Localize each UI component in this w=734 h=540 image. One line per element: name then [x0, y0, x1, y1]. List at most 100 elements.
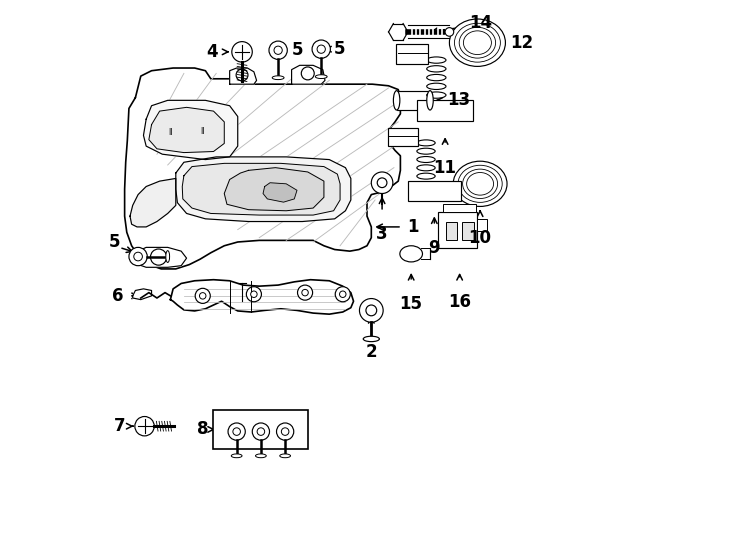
Ellipse shape: [417, 173, 435, 179]
Ellipse shape: [426, 83, 446, 90]
Circle shape: [247, 287, 261, 302]
Text: 6: 6: [112, 287, 123, 305]
Circle shape: [257, 428, 265, 435]
Polygon shape: [149, 107, 225, 153]
Circle shape: [335, 287, 350, 302]
Circle shape: [134, 252, 142, 261]
Ellipse shape: [393, 91, 400, 110]
Text: 16: 16: [448, 293, 471, 311]
Bar: [462, 221, 473, 240]
Circle shape: [302, 289, 308, 296]
Circle shape: [232, 42, 252, 62]
Circle shape: [269, 41, 287, 59]
Ellipse shape: [467, 172, 493, 195]
Circle shape: [274, 46, 283, 55]
Bar: [417, 100, 473, 122]
Bar: [388, 128, 418, 146]
Polygon shape: [170, 280, 354, 314]
Text: 13: 13: [447, 91, 470, 109]
Text: 5: 5: [291, 41, 303, 59]
Ellipse shape: [363, 336, 379, 342]
Ellipse shape: [458, 165, 502, 202]
Circle shape: [195, 288, 210, 303]
Ellipse shape: [417, 157, 435, 163]
Text: 2: 2: [366, 343, 377, 361]
Circle shape: [312, 40, 330, 58]
Ellipse shape: [400, 246, 423, 262]
Polygon shape: [263, 183, 297, 202]
Ellipse shape: [453, 161, 507, 206]
Circle shape: [200, 293, 206, 299]
Circle shape: [236, 69, 248, 81]
Circle shape: [135, 416, 154, 436]
Circle shape: [228, 423, 245, 440]
Text: 1: 1: [407, 218, 419, 236]
Ellipse shape: [426, 91, 433, 110]
Polygon shape: [130, 178, 176, 227]
Circle shape: [129, 247, 148, 266]
Bar: [443, 204, 476, 212]
Ellipse shape: [417, 140, 435, 146]
Polygon shape: [182, 164, 340, 215]
Circle shape: [281, 428, 289, 435]
Circle shape: [301, 67, 314, 80]
Polygon shape: [225, 167, 324, 211]
Polygon shape: [133, 247, 186, 267]
Polygon shape: [176, 157, 351, 221]
Ellipse shape: [454, 23, 501, 62]
Circle shape: [366, 305, 377, 316]
Polygon shape: [291, 65, 325, 84]
Polygon shape: [230, 68, 257, 84]
Polygon shape: [133, 289, 151, 300]
Ellipse shape: [426, 57, 446, 63]
Ellipse shape: [459, 28, 495, 58]
Ellipse shape: [426, 75, 446, 81]
Text: 14: 14: [469, 15, 493, 32]
Bar: [396, 91, 430, 110]
Text: 3: 3: [377, 225, 388, 244]
Circle shape: [233, 428, 241, 435]
Text: 9: 9: [429, 239, 440, 257]
Circle shape: [250, 291, 257, 298]
Bar: [396, 44, 428, 64]
Ellipse shape: [449, 19, 506, 66]
Bar: [407, 181, 461, 201]
Ellipse shape: [316, 75, 327, 78]
Ellipse shape: [231, 454, 242, 458]
Text: 10: 10: [468, 228, 492, 247]
Ellipse shape: [166, 251, 170, 262]
Text: 4: 4: [207, 43, 218, 61]
Text: II: II: [200, 127, 205, 136]
Ellipse shape: [417, 148, 435, 154]
Ellipse shape: [462, 169, 498, 199]
Bar: [438, 212, 477, 248]
Bar: [446, 221, 457, 240]
Bar: [477, 219, 487, 231]
Text: 12: 12: [510, 33, 534, 52]
Bar: [214, 410, 308, 449]
Circle shape: [371, 172, 393, 193]
Polygon shape: [143, 100, 238, 160]
Text: 7: 7: [114, 417, 126, 435]
Circle shape: [150, 249, 167, 265]
Ellipse shape: [280, 454, 291, 458]
Text: 15: 15: [400, 295, 423, 313]
Circle shape: [360, 299, 383, 322]
Text: 11: 11: [434, 159, 457, 177]
Ellipse shape: [272, 76, 284, 79]
Text: 5: 5: [334, 40, 345, 58]
Circle shape: [445, 28, 454, 36]
Ellipse shape: [255, 454, 266, 458]
Polygon shape: [125, 68, 400, 269]
Circle shape: [340, 291, 346, 298]
Text: 5: 5: [109, 233, 120, 251]
Ellipse shape: [463, 31, 492, 55]
Circle shape: [317, 45, 325, 53]
Text: 8: 8: [197, 421, 208, 438]
Circle shape: [252, 423, 269, 440]
Ellipse shape: [417, 165, 435, 171]
Ellipse shape: [426, 92, 446, 98]
Ellipse shape: [426, 66, 446, 72]
Circle shape: [297, 285, 313, 300]
Circle shape: [277, 423, 294, 440]
